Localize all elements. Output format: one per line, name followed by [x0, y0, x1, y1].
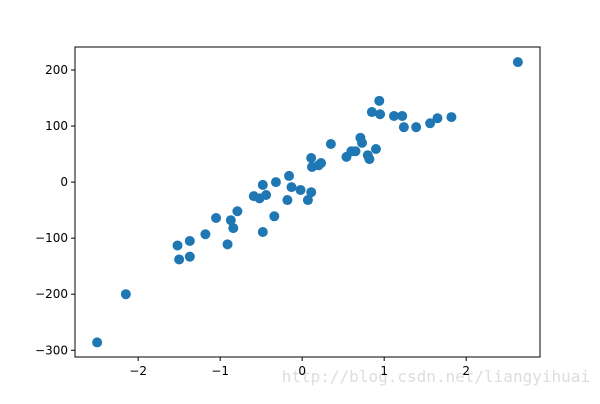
- point: [269, 211, 280, 222]
- point: [222, 239, 233, 250]
- point: [302, 195, 313, 206]
- point: [174, 254, 185, 265]
- x-tick-label: −2: [129, 364, 147, 378]
- point: [411, 122, 422, 133]
- point: [257, 179, 268, 190]
- y-tick-label: 0: [60, 175, 68, 189]
- y-tick-label: −100: [35, 231, 68, 245]
- point: [225, 215, 236, 226]
- point: [375, 109, 386, 120]
- point: [370, 144, 381, 155]
- point: [316, 158, 327, 169]
- y-tick-label: 100: [45, 119, 68, 133]
- point: [286, 182, 297, 193]
- point: [366, 107, 377, 118]
- point: [282, 195, 293, 206]
- point: [374, 95, 385, 106]
- x-tick-label: 2: [462, 364, 470, 378]
- x-tick-label: −1: [211, 364, 229, 378]
- point: [350, 146, 361, 157]
- point: [325, 138, 336, 149]
- point: [306, 152, 317, 163]
- point: [284, 170, 295, 181]
- y-tick-label: −200: [35, 287, 68, 301]
- point: [120, 289, 131, 300]
- point: [425, 118, 436, 129]
- point: [232, 206, 243, 217]
- point: [295, 184, 306, 195]
- watermark: http://blog.csdn.net/liangyihuai: [282, 367, 590, 386]
- point: [397, 110, 408, 121]
- point: [270, 177, 281, 188]
- point: [398, 122, 409, 133]
- point: [389, 110, 400, 121]
- point: [432, 113, 443, 124]
- point: [211, 212, 222, 223]
- y-tick-label: −300: [35, 343, 68, 357]
- point: [228, 223, 239, 234]
- point: [306, 187, 317, 198]
- point: [512, 57, 523, 68]
- point: [200, 229, 211, 240]
- point: [257, 226, 268, 237]
- point: [446, 112, 457, 123]
- y-tick-label: 200: [45, 63, 68, 77]
- point: [364, 154, 375, 165]
- x-tick-label: 1: [380, 364, 388, 378]
- point: [184, 251, 195, 262]
- plot-frame: [74, 46, 541, 358]
- point: [261, 189, 272, 200]
- point: [172, 240, 183, 251]
- point: [357, 137, 368, 148]
- point: [184, 235, 195, 246]
- x-tick-label: 0: [298, 364, 306, 378]
- point: [92, 337, 103, 348]
